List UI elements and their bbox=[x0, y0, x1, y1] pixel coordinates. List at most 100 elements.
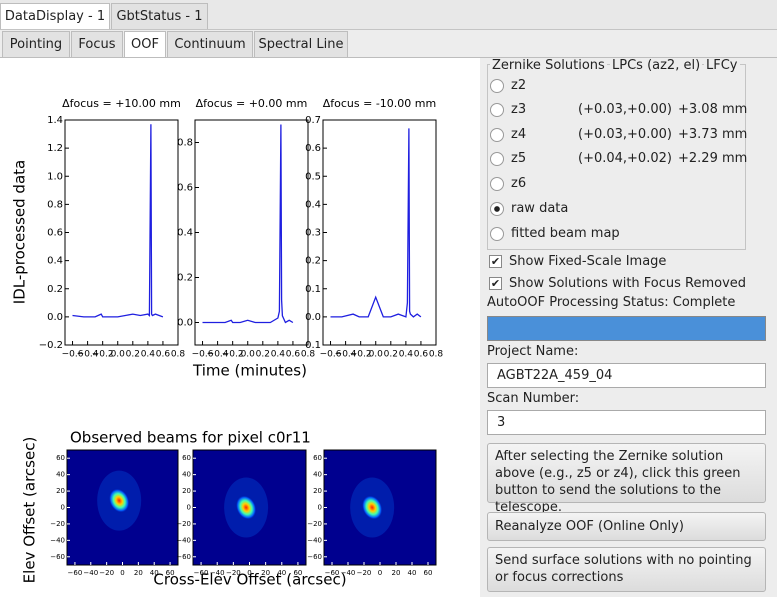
y-tick-label: 0.6 bbox=[305, 143, 321, 154]
x-tick-label: 0.8 bbox=[429, 350, 444, 360]
checkbox-label[interactable]: Show Fixed-Scale Image bbox=[509, 254, 667, 269]
window-tab[interactable]: GbtStatus - 1 bbox=[111, 3, 208, 29]
tab[interactable]: Continuum bbox=[167, 31, 253, 57]
radio-label[interactable]: z3 bbox=[511, 102, 527, 117]
beam-blob bbox=[361, 494, 383, 521]
y-tick-label: 0.7 bbox=[305, 115, 321, 126]
radio-label[interactable]: fitted beam map bbox=[511, 226, 620, 241]
x-tick-label: 40 bbox=[150, 569, 159, 577]
y-tick-label: 1.2 bbox=[47, 143, 63, 154]
radio[interactable] bbox=[490, 79, 504, 93]
x-tick-label: −40 bbox=[210, 569, 225, 577]
x-tick-label: 0 bbox=[247, 569, 251, 577]
x-tick-label: −0.2 bbox=[92, 350, 114, 360]
y-tick-label: 0.3 bbox=[305, 228, 321, 239]
y-tick-label: 0.8 bbox=[177, 138, 193, 149]
button[interactable]: Send surface solutions with no pointing … bbox=[487, 547, 766, 592]
button[interactable]: After selecting the Zernike solution abo… bbox=[487, 443, 766, 515]
y-tick-label: −40 bbox=[307, 536, 322, 544]
y-tick-label: 0.6 bbox=[177, 183, 193, 194]
y-tick-label: 60 bbox=[313, 454, 322, 462]
scan-label: Scan Number: bbox=[487, 391, 580, 406]
radio[interactable] bbox=[490, 152, 504, 166]
scan-input[interactable]: 3 bbox=[487, 410, 766, 435]
y-tick-label: 40 bbox=[56, 471, 65, 479]
y-tick-label: 0.2 bbox=[305, 256, 321, 267]
radio[interactable] bbox=[490, 227, 504, 241]
y-tick-label: 0.0 bbox=[305, 312, 321, 323]
data-line bbox=[330, 128, 422, 318]
tab[interactable]: Spectral Line bbox=[254, 31, 348, 57]
beam-blob bbox=[108, 488, 130, 514]
x-tick-label: −60 bbox=[325, 569, 340, 577]
x-tick-label: −60 bbox=[68, 569, 83, 577]
y-tick-label: −40 bbox=[176, 536, 191, 544]
x-tick-label: −0.2 bbox=[350, 350, 372, 360]
y-tick-label: 60 bbox=[182, 454, 191, 462]
radio[interactable] bbox=[490, 103, 504, 117]
x-tick-label: 0.0 bbox=[369, 350, 384, 360]
checkbox-label[interactable]: Show Solutions with Focus Removed bbox=[509, 276, 747, 291]
radio[interactable] bbox=[490, 128, 504, 142]
group-header: LPCs (az2, el) bbox=[610, 58, 703, 73]
radio-label[interactable]: z4 bbox=[511, 127, 527, 142]
x-tick-label: −0.4 bbox=[207, 350, 229, 360]
y-tick-label: −60 bbox=[176, 553, 191, 561]
radio-label[interactable]: z2 bbox=[511, 78, 527, 93]
y-tick-label: 0.1 bbox=[305, 284, 321, 295]
status: AutoOOF Processing Status: Complete bbox=[487, 295, 736, 310]
x-tick-label: 40 bbox=[408, 569, 417, 577]
y-tick-label: −40 bbox=[50, 536, 65, 544]
radio[interactable] bbox=[490, 202, 504, 216]
y-tick-label: −0.1 bbox=[297, 340, 321, 351]
y-tick-label: −60 bbox=[50, 553, 65, 561]
beams-x-label: Cross-Elev Offset (arcsec) bbox=[153, 571, 346, 589]
tab[interactable]: OOF bbox=[124, 31, 166, 57]
data-line bbox=[72, 124, 164, 318]
window-tab[interactable]: DataDisplay - 1 bbox=[0, 3, 110, 29]
y-tick-label: 0 bbox=[318, 504, 322, 512]
tab[interactable]: Focus bbox=[71, 31, 123, 57]
radio-label[interactable]: z6 bbox=[511, 176, 527, 191]
y-tick-label: 0.0 bbox=[177, 318, 193, 329]
axes-frame bbox=[64, 119, 179, 346]
group-header: Zernike Solutions bbox=[490, 58, 607, 73]
x-tick-label: −0.4 bbox=[77, 350, 99, 360]
x-tick-label: 0.0 bbox=[241, 350, 256, 360]
lpc-value: (+0.04,+0.02) bbox=[578, 151, 672, 166]
y-tick-label: −20 bbox=[307, 520, 322, 528]
project-input[interactable]: AGBT22A_459_04 bbox=[487, 363, 766, 388]
axes-frame bbox=[322, 119, 437, 346]
radio-label[interactable]: z5 bbox=[511, 151, 527, 166]
x-tick-label: −20 bbox=[226, 569, 241, 577]
radio-label[interactable]: raw data bbox=[511, 201, 569, 216]
x-tick-label: 0.6 bbox=[156, 350, 171, 360]
y-tick-label: −0.2 bbox=[39, 340, 63, 351]
y-tick-label: 1.0 bbox=[47, 171, 63, 182]
axes-frame bbox=[194, 119, 309, 346]
x-tick-label: −0.2 bbox=[222, 350, 244, 360]
x-tick-label: 0.0 bbox=[111, 350, 126, 360]
x-tick-label: −0.6 bbox=[320, 350, 342, 360]
y-tick-label: 0.8 bbox=[47, 199, 63, 210]
x-tick-label: 60 bbox=[424, 569, 433, 577]
x-tick-label: 0.4 bbox=[141, 350, 156, 360]
radio[interactable] bbox=[490, 177, 504, 191]
button[interactable]: Reanalyze OOF (Online Only) bbox=[487, 512, 766, 541]
x-tick-label: 60 bbox=[166, 569, 175, 577]
checkbox[interactable]: ✔ bbox=[489, 255, 502, 268]
y-tick-label: 0.4 bbox=[305, 199, 321, 210]
x-tick-label: 0.8 bbox=[301, 350, 316, 360]
tab[interactable]: Pointing bbox=[2, 31, 70, 57]
lfcy-value: +2.29 mm bbox=[678, 151, 748, 166]
checkbox[interactable]: ✔ bbox=[489, 277, 502, 290]
x-tick-label: −0.6 bbox=[62, 350, 84, 360]
y-tick-label: 0.5 bbox=[305, 171, 321, 182]
y-tick-label: −20 bbox=[50, 520, 65, 528]
x-tick-label: 0.4 bbox=[399, 350, 414, 360]
y-tick-label: 0 bbox=[187, 504, 191, 512]
plots: Δfocus = +10.00 mm−0.20.00.20.40.60.81.0… bbox=[11, 97, 444, 589]
x-tick-label: 40 bbox=[277, 569, 286, 577]
y-tick-label: 0.4 bbox=[47, 256, 63, 267]
